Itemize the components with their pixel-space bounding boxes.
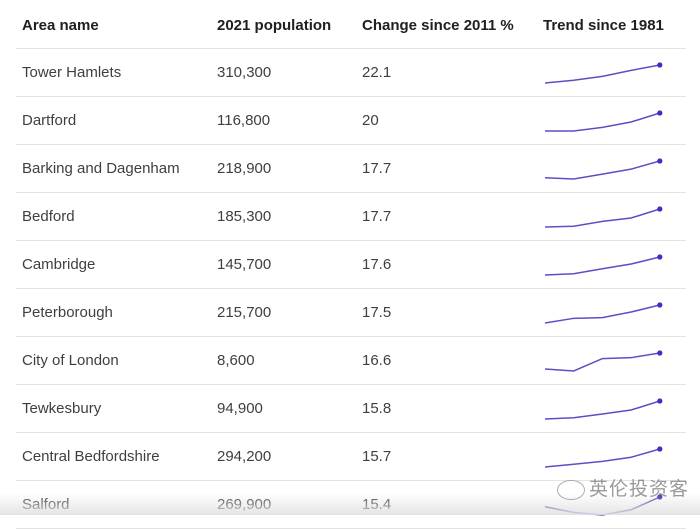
population-cell: 94,900 [217,400,263,417]
trend-endpoint [657,158,663,164]
area-cell: City of London [22,352,119,369]
header-area-name[interactable]: Area name [22,17,99,34]
area-cell: Central Bedfordshire [22,448,160,465]
table-row: Peterborough 215,700 17.5 [16,289,686,337]
area-cell: Dartford [22,112,77,129]
table-row: Cambridge 145,700 17.6 [16,241,686,289]
area-cell: Barking and Dagenham [22,160,180,177]
header-change[interactable]: Change since 2011 % [362,17,514,34]
table-row: Barking and Dagenham 218,900 17.7 [16,145,686,193]
area-cell: Tewkesbury [22,400,102,417]
trend-line [544,304,660,324]
change-cell: 22.1 [362,64,392,81]
trend-endpoint [657,62,663,68]
trend-line [544,64,660,84]
change-cell: 16.6 [362,352,392,369]
area-cell: Salford [22,496,70,513]
table-row: Dartford 116,800 20 [16,97,686,145]
trend-sparkline [544,446,663,468]
trend-endpoint [657,206,663,212]
watermark: 英伦投资客 [557,474,689,501]
trend-sparkline [544,350,663,372]
table-row: Tewkesbury 94,900 15.8 [16,385,686,433]
wechat-icon [557,479,585,500]
area-cell: Peterborough [22,304,113,321]
area-cell: Tower Hamlets [22,64,122,81]
population-cell: 294,200 [217,448,272,465]
change-cell: 20 [362,112,379,129]
header-trend: Trend since 1981 [543,17,664,34]
table-row: Bedford 185,300 17.7 [16,193,686,241]
trend-sparkline [544,302,663,324]
area-cell: Cambridge [22,256,96,273]
population-cell: 310,300 [217,64,272,81]
header-population[interactable]: 2021 population [217,17,332,34]
trend-endpoint [657,446,663,452]
trend-line [544,256,660,276]
change-cell: 17.7 [362,208,392,225]
change-cell: 15.4 [362,496,392,513]
population-cell: 185,300 [217,208,272,225]
table-row: Central Bedfordshire 294,200 15.7 [16,433,686,481]
change-cell: 15.8 [362,400,392,417]
trend-sparkline [544,398,663,420]
trend-line [545,112,661,132]
trend-sparkline [544,158,663,180]
population-cell: 269,900 [217,496,272,513]
table-row: Tower Hamlets 310,300 22.1 [16,49,686,97]
trend-sparkline [544,254,663,276]
trend-sparkline [544,62,663,84]
change-cell: 17.7 [362,160,392,177]
change-cell: 17.5 [362,304,392,321]
change-cell: 15.7 [362,448,392,465]
population-cell: 145,700 [217,256,272,273]
area-cell: Bedford [22,208,75,225]
population-cell: 215,700 [217,304,272,321]
trend-line [544,160,661,180]
population-cell: 218,900 [217,160,272,177]
trend-line [544,448,661,468]
trend-sparkline [545,110,663,132]
trend-endpoint [657,110,663,116]
trend-endpoint [657,302,663,308]
population-table: Area name 2021 population Change since 2… [16,0,686,529]
table-row: City of London 8,600 16.6 [16,337,686,385]
trend-line [544,400,661,420]
watermark-text: 英伦投资客 [589,479,690,500]
trend-endpoint [657,398,663,404]
table-header: Area name 2021 population Change since 2… [16,0,686,49]
trend-endpoint [657,254,663,260]
change-cell: 17.6 [362,256,392,273]
population-cell: 116,800 [217,112,271,129]
population-cell: 8,600 [217,352,255,369]
trend-line [544,352,660,372]
trend-endpoint [657,350,663,356]
trend-line [544,208,661,228]
trend-sparkline [544,206,663,228]
